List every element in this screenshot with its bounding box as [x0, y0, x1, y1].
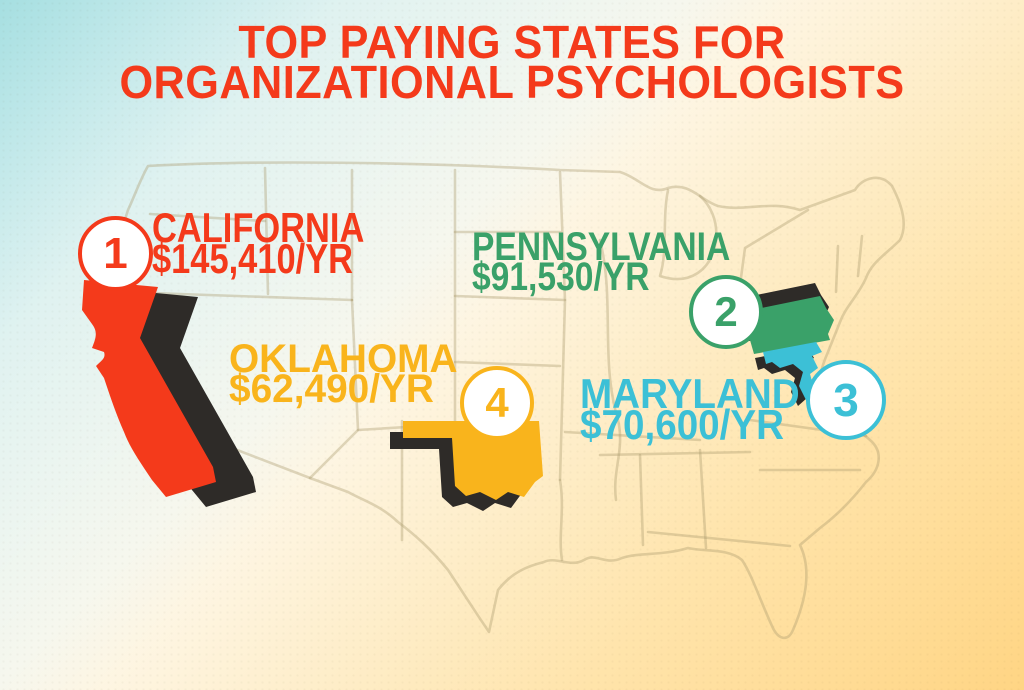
maryland-fill [763, 342, 822, 400]
state-borders [453, 360, 562, 368]
state-borders [308, 298, 360, 480]
state-borders [698, 448, 708, 550]
rank-badge-1: 1 [78, 216, 153, 291]
page-title: TOP PAYING STATES FOR ORGANIZATIONAL PSY… [31, 16, 994, 108]
maryland-name: MARYLAND [580, 370, 800, 417]
maryland-label: MARYLAND $70,600/YR [580, 370, 800, 448]
state-borders [453, 294, 567, 302]
title-line-2: ORGANIZATIONAL PSYCHOLOGISTS [119, 56, 905, 108]
california-name: CALIFORNIA [152, 204, 365, 251]
pennsylvania-name: PENNSYLVANIA [472, 225, 731, 269]
state-borders [834, 244, 840, 294]
state-borders [558, 170, 567, 482]
oklahoma-salary: $62,490/YR [229, 367, 434, 411]
rank-badge-4: 4 [460, 366, 534, 440]
state-borders [563, 430, 702, 442]
state-borders [646, 530, 792, 548]
california-shadow [122, 290, 256, 507]
state-borders [558, 478, 564, 562]
pennsylvania-label: PENNSYLVANIA $91,530/YR [472, 225, 731, 299]
california-fill [82, 280, 216, 497]
pennsylvania-salary: $91,530/YR [472, 255, 650, 299]
us-border-outline [109, 161, 905, 640]
california-label: CALIFORNIA $145,410/YR [152, 204, 365, 282]
oklahoma-name: OKLAHOMA [229, 337, 458, 381]
maryland-salary: $70,600/YR [580, 401, 785, 448]
state-borders [263, 166, 270, 296]
rank-badge-3: 3 [806, 360, 886, 440]
oklahoma-shape [390, 421, 543, 511]
title-line-1: TOP PAYING STATES FOR [238, 16, 786, 68]
california-shape [82, 280, 256, 507]
state-borders [148, 212, 267, 223]
state-borders [856, 234, 864, 278]
pennsylvania-fill [742, 296, 834, 354]
oklahoma-fill [403, 421, 543, 500]
state-borders [598, 450, 752, 457]
rank-badge-2: 2 [689, 275, 763, 349]
state-borders [120, 290, 354, 302]
maryland-shape [755, 342, 822, 406]
state-borders [598, 238, 622, 502]
state-borders [638, 453, 645, 547]
oklahoma-label: OKLAHOMA $62,490/YR [229, 337, 458, 411]
state-borders [658, 188, 718, 281]
california-salary: $145,410/YR [152, 235, 354, 282]
